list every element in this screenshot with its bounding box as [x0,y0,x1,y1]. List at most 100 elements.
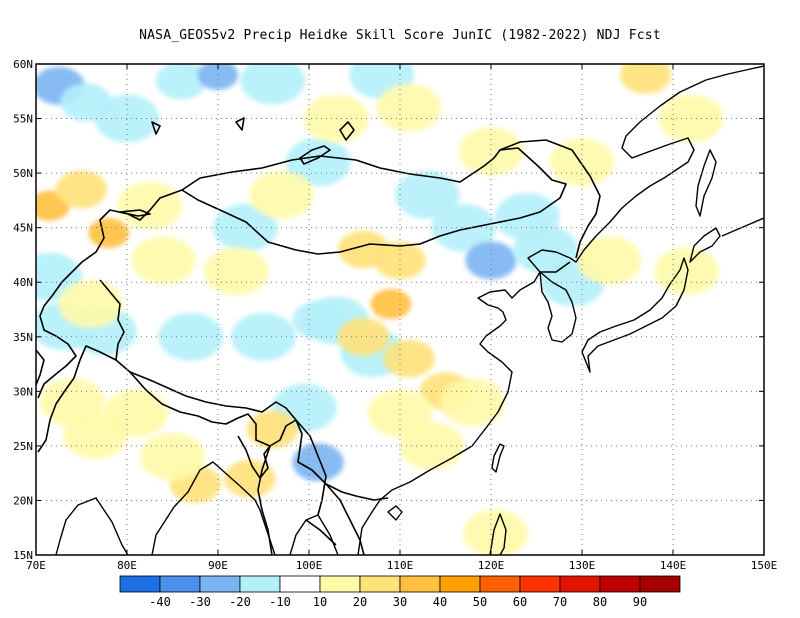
colorbar-swatch [279,575,321,593]
colorbar-label: 50 [473,595,487,609]
skill-patch [549,138,615,187]
colorbar-label: -20 [229,595,251,609]
lat-tick-label: 40N [13,276,33,289]
colorbar-label: 10 [313,595,327,609]
lat-tick-label: 15N [13,549,33,562]
skill-patch [240,64,305,105]
colorbar-label: -30 [189,595,211,609]
colorbar-label: 60 [513,595,527,609]
colorbar-swatch [599,575,641,593]
kuril-islands [721,217,764,237]
lon-tick-label: 100E [296,559,323,572]
lon-tick-label: 80E [117,559,137,572]
skill-patch [440,378,506,427]
colorbar-swatch [319,575,361,593]
colorbar-swatch [519,575,561,593]
caspian-coast [36,349,45,386]
lat-tick-label: 45N [13,222,33,235]
grid-lines [36,64,764,555]
skill-patch [576,236,642,285]
skill-patch [431,203,497,252]
skill-patch [88,218,130,249]
skill-patch [212,203,278,252]
colorbar-label: -40 [149,595,171,609]
longitude-labels: 70E 80E 90E 100E 110E 120E 130E 140E 150E [26,559,777,572]
skill-patch [103,389,169,438]
lat-tick-label: 35N [13,331,33,344]
colorbar-swatch [359,575,401,593]
lat-tick-label: 20N [13,494,33,507]
lon-tick-label: 130E [569,559,596,572]
myanmar-border [257,419,327,555]
indochina-border [305,483,365,555]
colorbar-swatch [559,575,601,593]
colorbar-labels: -40 -30 -20 -10 10 20 30 40 50 60 70 80 90 [149,595,647,609]
colorbar-label: 80 [593,595,607,609]
lon-tick-label: 90E [208,559,228,572]
skill-patch [140,432,205,481]
korea-border [540,261,571,273]
china-west-border [99,279,389,501]
lon-tick-label: 70E [26,559,46,572]
lat-tick-label: 25N [13,440,33,453]
himalaya-border [129,371,297,447]
china-northeast-border [499,139,601,259]
japan-coastline [581,227,721,373]
skill-patch [337,317,390,356]
colorbar-swatch [479,575,521,593]
skill-patch [463,509,528,555]
skill-patch [131,236,196,285]
skill-patch [620,64,672,94]
colorbar-label: 90 [633,595,647,609]
korea-coastline [539,271,577,343]
colorbar-swatch [239,575,281,593]
skill-patch [374,241,426,280]
skill-patch [40,378,105,427]
skill-patch [117,181,183,230]
lat-tick-label: 55N [13,113,33,126]
colorbar-swatch [119,575,161,593]
colorbar-swatch [199,575,241,593]
skill-patch [155,64,208,100]
skill-patch [394,170,460,219]
skill-patch [231,312,296,361]
lat-tick-label: 50N [13,167,33,180]
asia-coastline [55,65,764,555]
skill-patch [158,312,224,361]
lon-tick-label: 140E [660,559,687,572]
colorbar-swatch [399,575,441,593]
lakes [119,117,355,217]
skill-patch [58,280,123,328]
lon-tick-label: 150E [751,559,778,572]
colorbar-label: 70 [553,595,567,609]
colorbar [119,575,681,593]
colorbar-swatch [439,575,481,593]
lat-tick-label: 30N [13,385,33,398]
mongolia-border [181,147,567,255]
skill-patch [197,64,239,90]
skill-patch [285,138,351,187]
colorbar-label: 20 [353,595,367,609]
skill-patch [370,289,412,319]
colorbar-label: 30 [393,595,407,609]
colorbar-label: -10 [269,595,291,609]
philippines-coastline [489,513,507,555]
country-borders [36,117,601,555]
latitude-labels: 15N 20N 25N 30N 35N 40N 45N 50N 55N 60N [13,58,33,562]
skill-patch [246,410,299,449]
lat-tick-label: 60N [13,58,33,71]
skill-patch [654,247,719,296]
coastlines [55,65,764,555]
map-title: NASA_GEOS5v2 Precip Heidke Skill Score J… [139,28,661,43]
skill-patch [376,83,442,132]
sakhalin-coastline [695,149,717,217]
skill-patch [203,247,269,296]
skill-patch [55,170,108,209]
colorbar-swatch [159,575,201,593]
skill-patch [292,443,344,482]
lon-tick-label: 120E [478,559,505,572]
lon-tick-label: 110E [387,559,414,572]
hainan-coastline [387,505,403,521]
skill-patch [458,127,524,176]
